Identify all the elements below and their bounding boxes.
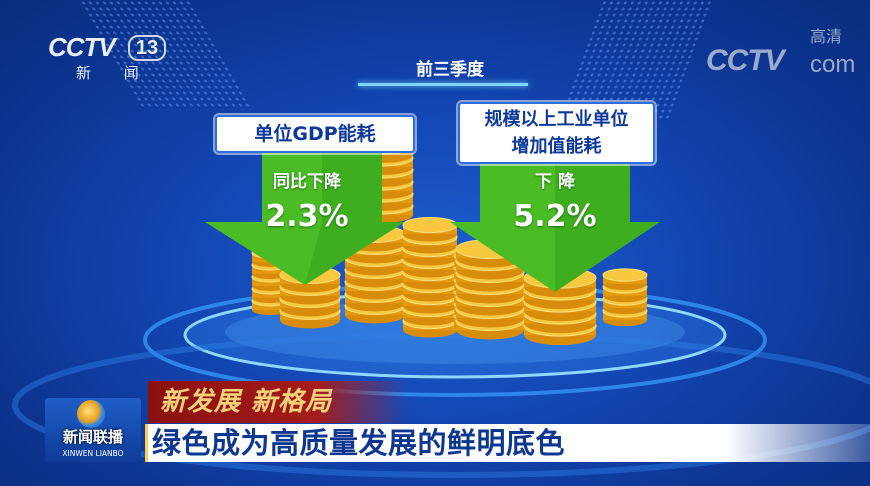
indicator-title-gdp: 单位GDP能耗	[215, 115, 415, 153]
coin-stack	[279, 266, 341, 329]
gdp-change-label: 同比下降	[273, 172, 341, 192]
program-pinyin: XINWEN LIANBO	[62, 449, 124, 458]
coin-stack	[402, 216, 458, 338]
coin-stack	[455, 238, 525, 340]
program-name: 新闻联播	[62, 428, 123, 446]
logo-brand: CCTV	[48, 32, 116, 62]
series-banner: 新发展 新格局	[148, 381, 408, 423]
industry-change-value: 5.2%	[513, 199, 597, 234]
headline: 绿色成为高质量发展的鲜明底色	[152, 426, 566, 460]
headline-bar	[145, 424, 870, 462]
globe-icon	[77, 400, 105, 428]
coin	[602, 268, 648, 282]
watermark-hd: 高清	[810, 27, 843, 46]
cctv13-logo: CCTV 13 新 闻	[48, 33, 173, 83]
industry-change-label: 下 降	[535, 172, 575, 192]
xinwen-lianbo-logo: 新闻联播 XINWEN LIANBO	[45, 398, 141, 462]
period-underline	[358, 83, 528, 86]
period-label: 前三季度	[416, 60, 484, 80]
logo-channel-number: 13	[128, 35, 166, 61]
title-line-2: 增加值能耗	[511, 136, 602, 157]
logo-channel-name: 新 闻	[76, 64, 153, 82]
indicator-title-industry: 规模以上工业单位 增加值能耗	[458, 102, 655, 164]
watermark-suffix: com	[810, 51, 856, 78]
title-line-1: 规模以上工业单位	[484, 109, 629, 130]
coin-stack	[602, 268, 648, 327]
gdp-change-value: 2.3%	[265, 199, 349, 234]
cctv-com-watermark: CCTV 高清 com	[706, 28, 856, 84]
watermark-brand: CCTV	[706, 44, 785, 77]
